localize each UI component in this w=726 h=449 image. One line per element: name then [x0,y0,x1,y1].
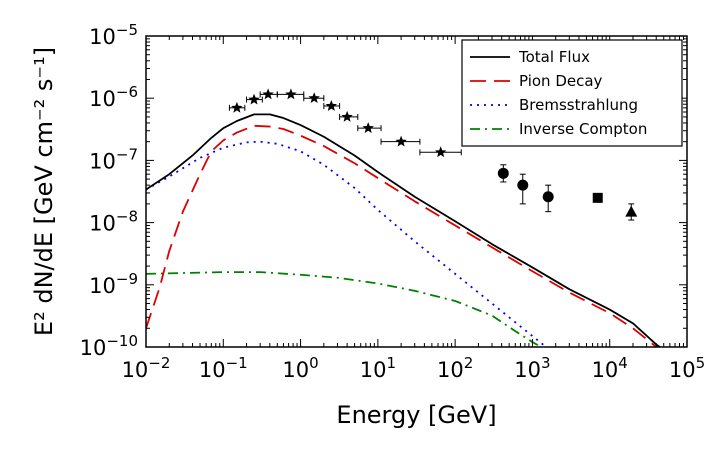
legend-label: Inverse Compton [519,120,647,138]
plot-frame [145,35,688,348]
x-axis-label: Energy [GeV] [336,401,496,429]
y-tick-label: 10−6 [89,83,138,111]
series-line-pion-decay [146,124,657,347]
y-tick-label: 10−10 [80,332,138,360]
square-data-point [592,192,603,203]
x-tick-label: 102 [437,354,473,382]
triangle-data-point [625,205,638,217]
star-data-point [308,92,320,104]
star-data-point [434,146,447,158]
data-points-layer [228,88,638,221]
star-data-point [395,135,407,147]
star-data-point [341,110,353,122]
legend-label: Pion Decay [519,72,603,90]
y-tick-label: 10−7 [89,145,138,173]
x-tick-label: 101 [360,354,396,382]
series-line-total-flux [146,113,662,347]
circle-data-point [542,191,554,203]
star-data-point [285,88,297,100]
series-layer [146,113,662,347]
x-tick-label: 104 [592,354,628,382]
series-line-inverse-compton [146,271,542,347]
star-data-point [325,99,338,111]
x-tick-label: 103 [514,354,550,382]
star-data-point [262,88,274,100]
x-tick-label: 100 [282,354,318,382]
circle-data-point [517,179,529,191]
y-axis-label: E² dN/dE [GeV cm⁻² s⁻¹] [30,47,58,336]
y-tick-label: 10−8 [89,208,138,236]
star-data-point [362,122,374,133]
y-tick-label: 10−5 [89,21,138,49]
legend-label: Bremsstrahlung [519,96,638,114]
y-tick-label: 10−9 [89,270,138,298]
star-data-point [231,101,243,113]
x-tick-label: 10−2 [122,354,171,382]
legend: Total Flux Pion Decay Bremsstrahlung Invers… [461,39,683,147]
x-tick-label: 10−1 [199,354,248,382]
circle-data-point [497,167,509,179]
star-data-point [248,93,260,105]
legend-label: Total Flux [518,48,590,66]
x-tick-label: 105 [669,354,705,382]
